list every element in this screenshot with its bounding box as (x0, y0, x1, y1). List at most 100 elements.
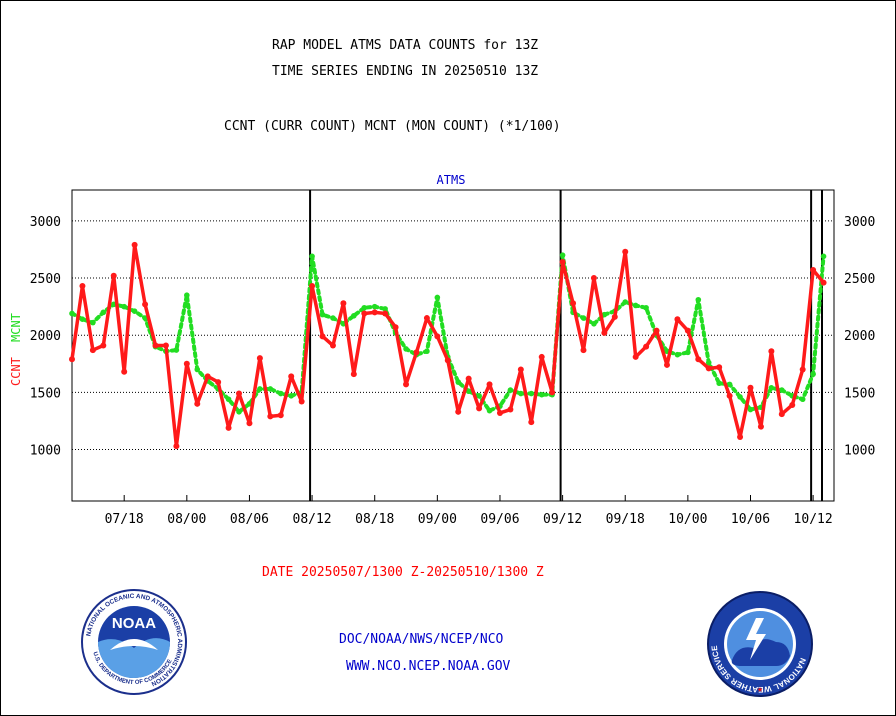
data-point-mcnt (100, 309, 107, 316)
data-point-mcnt (382, 306, 388, 312)
y-tick-label-right: 3000 (844, 215, 875, 230)
data-point-mcnt (528, 390, 535, 397)
x-tick-label: 09/18 (606, 512, 645, 527)
data-point-mcnt (330, 315, 336, 321)
data-point-mcnt (236, 409, 242, 415)
data-point-ccnt (611, 313, 618, 320)
data-point-mcnt (799, 396, 806, 403)
data-point-mcnt (820, 253, 827, 260)
data-point-ccnt (622, 248, 629, 255)
data-point-ccnt (350, 371, 357, 378)
data-point-mcnt (424, 348, 430, 355)
data-point-mcnt (184, 292, 190, 298)
y-tick-label-right: 2500 (844, 272, 875, 287)
data-point-ccnt (757, 423, 764, 430)
data-point-ccnt (643, 343, 650, 350)
data-point-mcnt (507, 387, 514, 393)
data-point-ccnt (768, 348, 775, 355)
data-point-mcnt (632, 302, 639, 309)
data-point-mcnt (173, 347, 180, 353)
data-point-mcnt (434, 294, 441, 301)
data-point-ccnt (580, 347, 587, 354)
data-point-ccnt (100, 342, 107, 349)
data-point-mcnt (267, 386, 274, 392)
date-range-label: DATE 20250507/1300 Z-20250510/1300 Z (262, 565, 544, 580)
data-point-mcnt (131, 308, 138, 314)
data-point-ccnt (89, 347, 96, 354)
data-point-mcnt (371, 303, 378, 310)
data-point-ccnt (674, 316, 681, 323)
data-point-ccnt (601, 329, 608, 336)
y-tick-label-left: 1000 (30, 444, 61, 459)
data-point-ccnt (476, 405, 483, 412)
y-axis-label-ccnt: CCNT (9, 357, 23, 386)
data-point-mcnt (518, 390, 524, 397)
data-point-ccnt (590, 275, 597, 282)
y-tick-label-left: 1500 (30, 386, 61, 401)
data-point-mcnt (726, 381, 733, 388)
x-tick-label: 08/06 (230, 512, 269, 527)
data-point-ccnt (204, 373, 211, 380)
data-point-ccnt (747, 384, 754, 391)
data-point-mcnt (319, 311, 326, 318)
data-point-ccnt (298, 398, 305, 405)
y-axis-label-mcnt: MCNT (9, 313, 23, 342)
data-point-mcnt (121, 303, 127, 310)
y-tick-label-right: 1500 (844, 386, 875, 401)
data-point-ccnt (69, 356, 75, 363)
data-point-mcnt (288, 393, 295, 399)
data-point-mcnt (486, 407, 493, 414)
data-point-mcnt (538, 391, 545, 398)
data-point-ccnt (288, 373, 295, 380)
data-point-ccnt (695, 356, 702, 363)
chart-title-line1: RAP MODEL ATMS DATA COUNTS for 13Z (272, 38, 539, 53)
data-point-ccnt (183, 360, 190, 367)
data-point-mcnt (685, 349, 691, 356)
x-tick-label: 10/06 (731, 512, 770, 527)
x-tick-label: 10/12 (794, 512, 833, 527)
data-point-mcnt (351, 312, 357, 319)
data-point-ccnt (653, 327, 660, 334)
data-point-ccnt (810, 267, 817, 274)
y-tick-label-left: 2500 (30, 272, 61, 287)
data-point-ccnt (559, 259, 566, 266)
data-point-ccnt (236, 390, 243, 397)
y-tick-label-right: 2000 (844, 329, 875, 344)
data-point-ccnt (256, 355, 263, 362)
data-point-mcnt (716, 380, 722, 387)
data-point-ccnt (277, 412, 284, 419)
data-point-ccnt (225, 424, 232, 431)
y-tick-label-left: 3000 (30, 215, 61, 230)
data-point-ccnt (716, 364, 723, 371)
x-tick-label: 07/18 (105, 512, 144, 527)
data-point-ccnt (110, 272, 117, 279)
organization-label: DOC/NOAA/NWS/NCEP/NCO (339, 632, 504, 647)
data-point-mcnt (476, 393, 482, 399)
data-point-ccnt (267, 413, 274, 420)
data-point-ccnt (152, 342, 159, 349)
x-tick-label: 09/00 (418, 512, 457, 527)
x-tick-label: 10/00 (668, 512, 707, 527)
x-tick-label: 08/12 (293, 512, 332, 527)
y-tick-label-left: 2000 (30, 329, 61, 344)
data-point-ccnt (309, 283, 316, 290)
data-point-ccnt (340, 300, 347, 307)
data-point-mcnt (622, 299, 629, 305)
data-point-mcnt (559, 252, 566, 258)
data-point-ccnt (799, 366, 806, 373)
data-point-mcnt (810, 371, 816, 377)
data-point-ccnt (403, 381, 410, 388)
data-point-mcnt (580, 315, 587, 321)
x-tick-label: 08/00 (167, 512, 206, 527)
data-point-ccnt (131, 241, 138, 248)
data-point-ccnt (517, 366, 524, 373)
data-point-mcnt (601, 311, 608, 318)
data-point-ccnt (684, 327, 691, 334)
data-point-ccnt (194, 400, 201, 407)
data-point-ccnt (820, 279, 827, 286)
data-point-ccnt (507, 406, 514, 413)
data-point-ccnt (455, 408, 462, 415)
data-point-mcnt (747, 406, 754, 413)
data-point-mcnt (79, 316, 86, 323)
plot-area (71, 189, 835, 502)
